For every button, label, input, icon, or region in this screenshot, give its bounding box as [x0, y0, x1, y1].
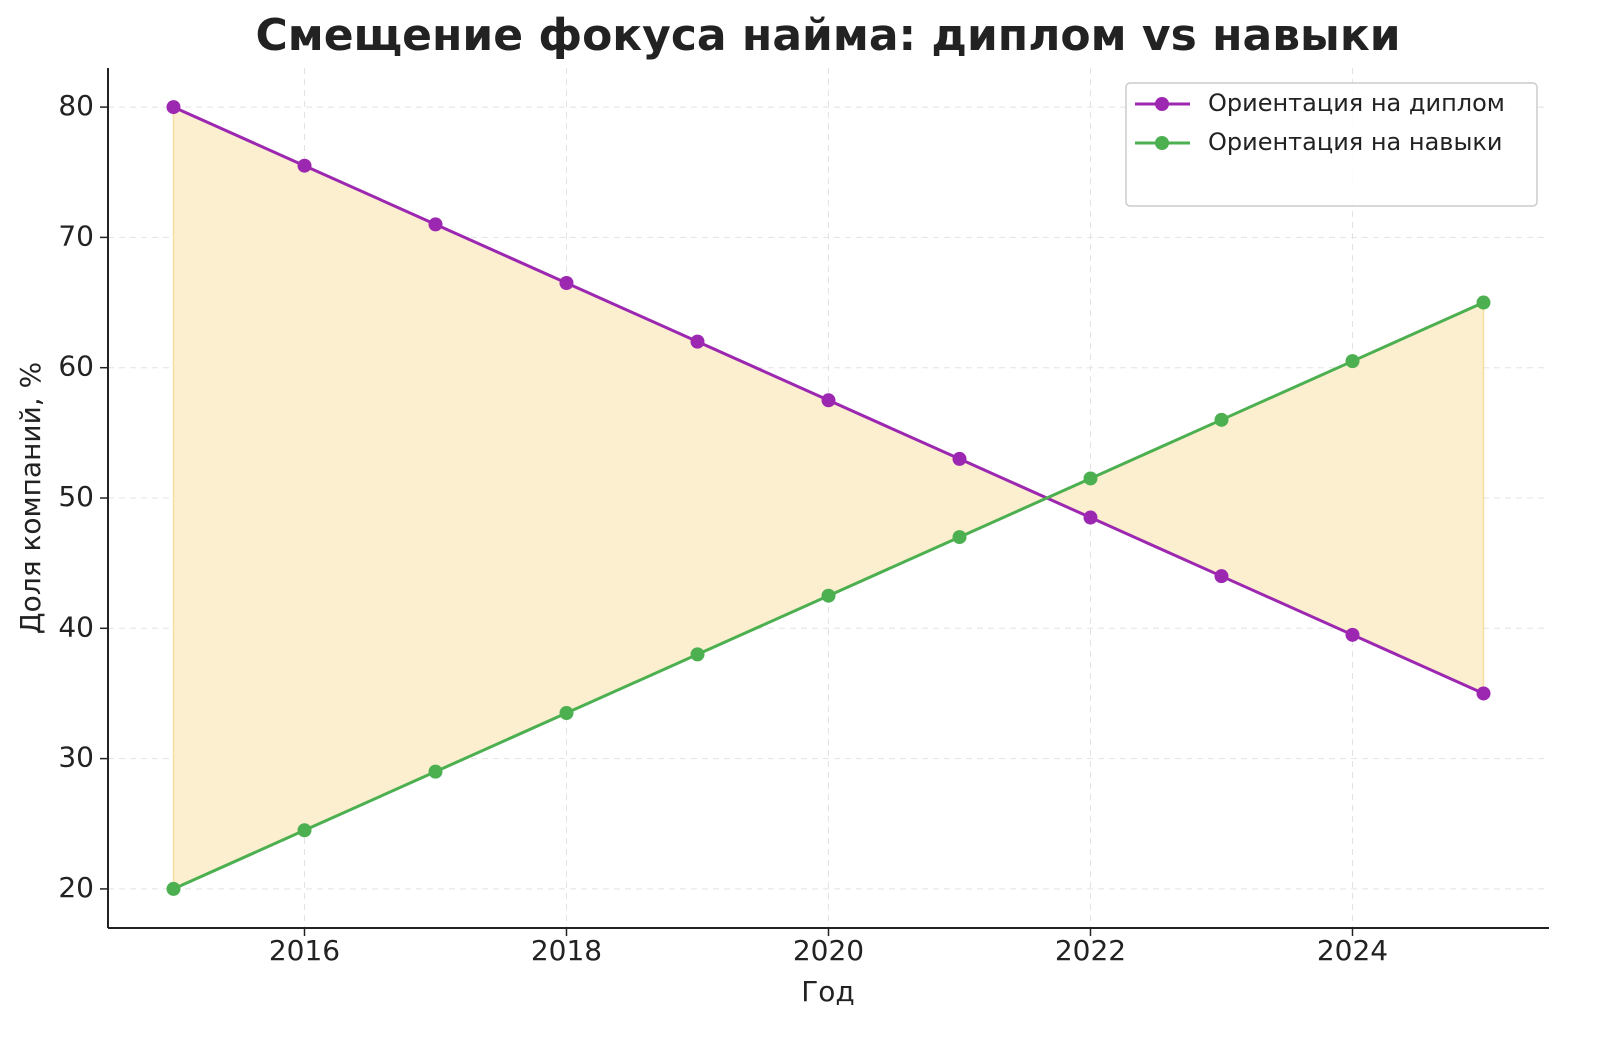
data-point: [1214, 412, 1229, 427]
legend-label: Ориентация на диплом: [1208, 89, 1505, 117]
data-point: [821, 588, 836, 603]
y-tick-label: 70: [58, 219, 94, 252]
x-tick-label: 2022: [1055, 934, 1126, 967]
data-point: [1345, 354, 1360, 369]
legend-marker: [1155, 136, 1169, 150]
x-axis-label: Год: [801, 975, 855, 1008]
legend: Ориентация на диплом Ориентация на навыки: [1125, 82, 1538, 207]
y-tick-label: 20: [58, 871, 94, 904]
y-tick-label: 80: [58, 89, 94, 122]
data-point: [428, 217, 443, 232]
data-point: [297, 823, 312, 838]
data-point: [952, 530, 967, 545]
x-tick-label: 2024: [1317, 934, 1388, 967]
legend-label: Ориентация на навыки: [1208, 128, 1502, 156]
data-point: [1083, 471, 1098, 486]
data-point: [952, 451, 967, 466]
y-tick-label: 40: [58, 610, 94, 643]
y-tick-label: 30: [58, 741, 94, 774]
data-point: [559, 706, 574, 720]
x-tick-label: 2018: [531, 934, 602, 967]
data-point: [166, 881, 181, 896]
data-point: [690, 334, 705, 349]
data-point: [690, 647, 705, 662]
data-point: [1214, 569, 1229, 584]
data-point: [166, 100, 181, 115]
y-tick-label: 50: [58, 480, 94, 513]
data-point: [1476, 686, 1491, 701]
data-point: [821, 393, 836, 408]
legend-box: [1125, 82, 1538, 207]
chart-title: Смещение фокуса найма: диплом vs навыки: [255, 10, 1400, 61]
data-point: [297, 158, 312, 173]
x-tick-label: 2016: [269, 934, 340, 967]
data-point: [559, 276, 574, 290]
data-point: [428, 764, 443, 779]
data-point: [1476, 295, 1491, 310]
data-point: [1345, 627, 1360, 642]
legend-marker: [1155, 97, 1169, 111]
x-tick-label: 2020: [793, 934, 864, 967]
data-point: [1083, 510, 1098, 525]
y-tick-label: 60: [58, 350, 94, 383]
y-axis-label: Доля компаний, %: [14, 362, 47, 634]
